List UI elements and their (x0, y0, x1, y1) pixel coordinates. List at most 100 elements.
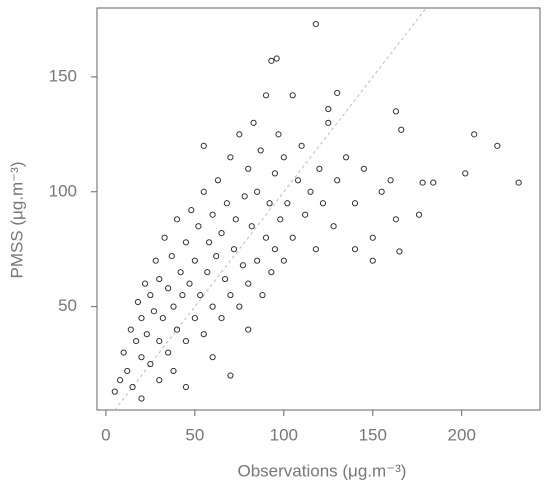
point (294, 177, 302, 184)
point (250, 119, 257, 126)
point (227, 154, 234, 161)
point (129, 383, 136, 391)
point (248, 223, 255, 230)
point (280, 154, 287, 161)
y-tick-label: 100 (49, 181, 77, 200)
point (319, 200, 327, 207)
point (138, 395, 145, 402)
point (268, 57, 275, 64)
point (245, 165, 252, 172)
point (111, 388, 118, 395)
point (398, 126, 405, 133)
point (232, 216, 239, 223)
point (419, 179, 426, 186)
point (392, 216, 399, 223)
point (133, 337, 140, 345)
point (173, 326, 181, 333)
point (302, 211, 309, 218)
point (150, 308, 158, 315)
point (143, 331, 150, 338)
point (325, 105, 332, 113)
point (209, 354, 216, 361)
point (392, 108, 399, 115)
point (138, 315, 145, 322)
point (227, 292, 234, 299)
x-tick-label: 100 (270, 425, 298, 444)
point (170, 367, 177, 375)
point (221, 275, 229, 283)
y-tick-label: 150 (49, 66, 77, 85)
x-tick-label: 150 (359, 425, 387, 444)
point (156, 337, 163, 345)
point (396, 248, 403, 255)
point (117, 377, 124, 384)
point (213, 252, 220, 260)
point (156, 377, 163, 384)
point (280, 257, 287, 264)
point (191, 257, 198, 264)
point (141, 280, 149, 287)
point (277, 216, 284, 223)
point (262, 234, 270, 241)
point (369, 257, 376, 264)
point (200, 331, 207, 338)
point (307, 188, 314, 195)
point (351, 246, 359, 253)
point (271, 170, 279, 177)
point (312, 20, 319, 28)
point (200, 188, 207, 195)
point (245, 326, 252, 333)
point (186, 280, 193, 287)
point (179, 292, 186, 299)
point (271, 246, 279, 253)
point (156, 275, 163, 283)
point (289, 234, 296, 241)
point (254, 257, 261, 264)
point (387, 177, 394, 184)
point (165, 285, 172, 292)
point (127, 326, 134, 333)
point (378, 188, 385, 195)
point (124, 367, 131, 375)
point (430, 179, 437, 186)
point (188, 207, 195, 214)
point (236, 131, 243, 138)
point (462, 170, 469, 177)
point (161, 234, 168, 241)
point (236, 303, 243, 310)
point (177, 269, 184, 276)
point (494, 142, 501, 149)
point (182, 383, 190, 391)
point (209, 211, 216, 218)
point (195, 223, 202, 230)
point (316, 165, 323, 172)
point (325, 119, 332, 126)
point (120, 349, 127, 356)
x-tick-label: 0 (101, 425, 110, 444)
point (334, 177, 341, 184)
point (197, 292, 204, 299)
point (298, 142, 305, 149)
point (254, 188, 261, 195)
point (334, 89, 341, 97)
point (273, 55, 280, 62)
point (218, 315, 225, 322)
point (351, 200, 359, 207)
point (147, 292, 154, 299)
point (218, 230, 225, 237)
point (138, 354, 145, 361)
point (191, 315, 198, 322)
point (182, 239, 190, 246)
point (241, 193, 248, 200)
identity-line (114, 7, 427, 411)
point (471, 131, 478, 138)
point (159, 315, 166, 322)
point (182, 337, 190, 345)
point (168, 252, 175, 260)
x-axis-label: Observations (μg.m⁻³) (238, 461, 407, 480)
point (268, 269, 275, 276)
point (259, 292, 266, 299)
point (312, 246, 319, 253)
x-tick-label: 200 (448, 425, 476, 444)
point (415, 211, 423, 218)
